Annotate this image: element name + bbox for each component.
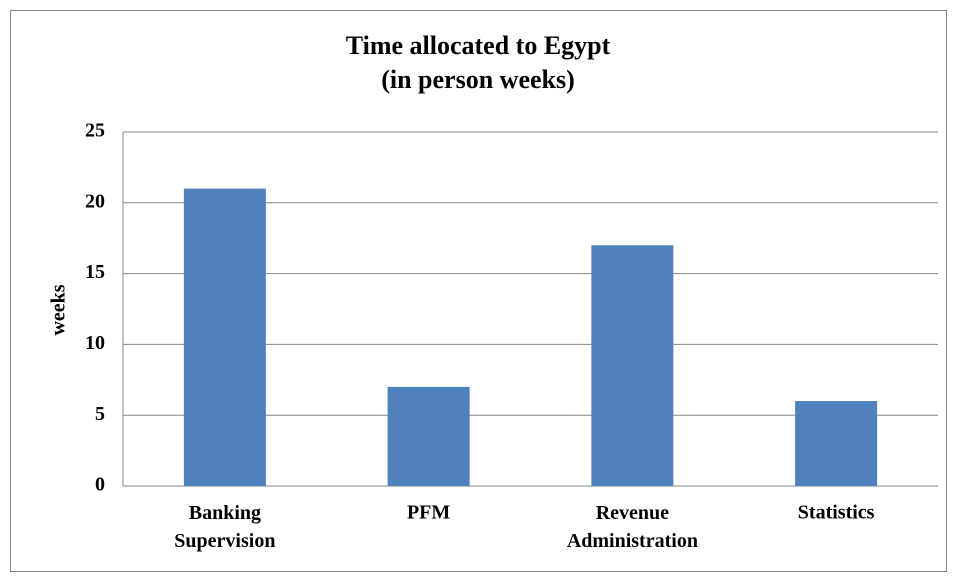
y-tick-label: 20 (85, 190, 105, 212)
chart-border (10, 10, 947, 572)
chart-title: Time allocated to Egypt (346, 31, 611, 60)
y-tick-label: 5 (95, 403, 105, 425)
bar (387, 386, 470, 486)
chart-subtitle: (in person weeks) (381, 65, 575, 94)
y-tick-label: 10 (85, 332, 105, 354)
y-axis-label: weeks (48, 284, 70, 335)
x-tick-label: Revenue Administration (567, 502, 698, 552)
x-tick-label: PFM (407, 502, 450, 524)
y-tick-label: 25 (85, 120, 105, 142)
y-tick-label: 0 (95, 474, 105, 496)
bar (183, 188, 266, 486)
y-tick-label: 15 (85, 261, 105, 283)
bar (591, 245, 674, 486)
x-tick-label: Banking Supervision (174, 502, 275, 552)
x-tick-label: Statistics (798, 502, 875, 524)
bar (795, 401, 878, 486)
